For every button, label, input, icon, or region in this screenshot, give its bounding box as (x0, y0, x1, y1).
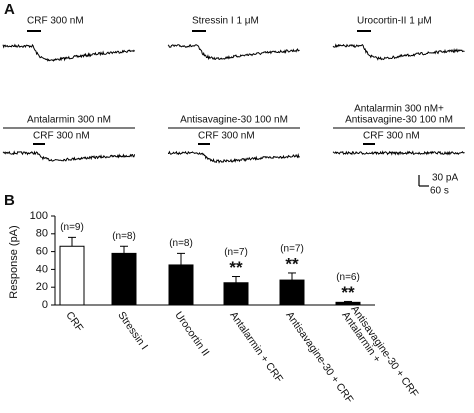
scale-label: 30 pA (432, 173, 458, 184)
antagonist-label: Antisavagine-30 100 nM (180, 115, 288, 126)
current-trace (332, 150, 465, 156)
y-tick-label: 0 (42, 299, 48, 311)
drug-label: CRF 300 nM (33, 131, 90, 142)
antagonist-label: Antalarmin 300 nM (27, 115, 111, 126)
drug-label: CRF 300 nM (363, 131, 420, 142)
panel-label: A (4, 1, 15, 18)
scale-label: 60 s (430, 186, 449, 197)
antagonist-label: Antalarmin 300 nM+ (354, 104, 444, 115)
bar (111, 252, 137, 306)
bar (59, 245, 85, 306)
scale-bar: 30 pA 60 s (418, 173, 458, 197)
n-label: (n=7) (280, 244, 304, 255)
current-trace (167, 44, 300, 61)
significance: ** (285, 254, 299, 273)
x-tick-label: Urocortin II (172, 309, 211, 358)
x-tick-label: Antalarmin + CRF (227, 309, 285, 384)
y-axis-label: Response (pA) (8, 225, 20, 298)
y-tick-label: 20 (36, 281, 48, 293)
drug-label: Urocortin-II 1 μM (357, 16, 432, 27)
panel-label: B (4, 192, 15, 209)
drug-label: Stressin I 1 μM (192, 16, 259, 27)
x-tick-label: Stressin I (115, 309, 150, 352)
x-tick-label: CRF (63, 309, 85, 334)
antagonist-label: Antisavagine-30 100 nM (345, 115, 453, 126)
current-trace (168, 150, 300, 164)
drug-label: CRF 300 nM (27, 16, 84, 27)
n-label: (n=9) (60, 222, 84, 233)
y-tick-label: 60 (36, 246, 48, 258)
significance: ** (229, 258, 243, 277)
n-label: (n=7) (224, 247, 248, 258)
current-trace (332, 43, 465, 61)
current-trace (2, 43, 135, 62)
n-label: (n=8) (169, 238, 193, 249)
bar (335, 301, 361, 306)
bar (168, 264, 194, 306)
y-tick-label: 80 (36, 228, 48, 240)
current-trace (2, 150, 136, 162)
drug-label: CRF 300 nM (198, 131, 255, 142)
n-label: (n=8) (112, 231, 136, 242)
y-tick-label: 40 (36, 263, 48, 275)
y-tick-label: 100 (30, 210, 48, 222)
bar (279, 279, 305, 306)
x-tick-label: Antisavagine-30 + CRF (348, 303, 420, 399)
significance: ** (341, 283, 355, 302)
n-label: (n=6) (336, 272, 360, 283)
bar (223, 282, 249, 306)
